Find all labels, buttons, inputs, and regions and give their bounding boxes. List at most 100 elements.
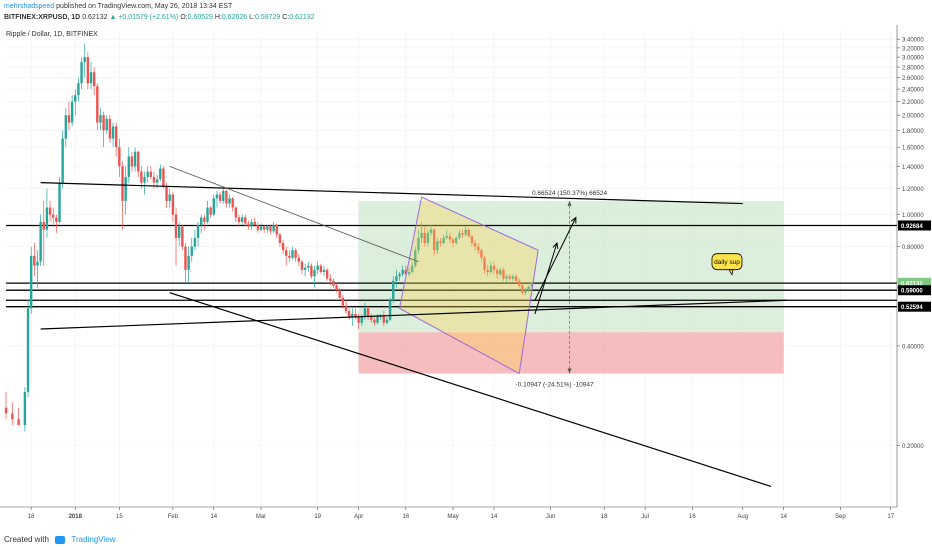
candle-body <box>26 308 30 393</box>
x-tick-label: Feb <box>168 514 179 520</box>
candle-body <box>429 229 433 233</box>
candle-body <box>184 246 187 270</box>
candle-body <box>388 300 392 320</box>
chart-area[interactable]: 0.66524 (150.37%) 66524 -0.10947 (-24.51%… <box>0 25 932 530</box>
candle-body <box>297 257 300 262</box>
candles <box>4 43 533 432</box>
candle-body <box>174 214 178 238</box>
price-marker-label: 0.59000 <box>901 289 923 295</box>
price-marker <box>898 285 931 296</box>
tradingview-link[interactable]: TradingView <box>71 535 116 544</box>
candle-body <box>55 217 58 222</box>
candle-body <box>181 226 184 247</box>
price-axis[interactable]: 3.40000 3.20000 3.00000 2.80000 2.60000 2.400… <box>896 25 931 507</box>
candle-body <box>445 236 448 238</box>
candle-body <box>325 269 329 279</box>
candle-body <box>291 250 294 258</box>
price-marker-label: 0.92684 <box>901 224 923 230</box>
candle-body <box>11 413 14 420</box>
candle-body <box>492 265 496 270</box>
candle-body <box>187 255 190 270</box>
x-tick-label: 2018 <box>69 514 83 520</box>
y-tick-label: 2.20000 <box>902 100 924 106</box>
candle-body <box>398 274 401 277</box>
candle-body <box>319 265 323 272</box>
callout-pointer <box>728 269 734 276</box>
x-tick-label: 17 <box>887 514 894 520</box>
candle-body <box>366 308 370 317</box>
price-marker-label: 0.62132 <box>901 281 923 287</box>
candle-body <box>357 316 360 323</box>
candle-body <box>42 221 45 230</box>
candle-body <box>262 226 266 230</box>
x-tick-label: Mar <box>256 514 266 520</box>
y-tick-label: 1.20000 <box>902 187 924 193</box>
candle-body <box>193 237 197 247</box>
candle-body <box>177 226 181 238</box>
stop-label: -0.10947 (-24.51%) -10947 <box>516 381 594 388</box>
candle-body <box>464 229 467 235</box>
candle-body <box>436 241 439 251</box>
time-axis[interactable]: 18 2018 15 Feb 14 Mar 19 Apr 16 May 14 Jun 18 Jul 16 Au… <box>0 506 897 520</box>
candle-body <box>530 282 533 287</box>
measure-arrow-down <box>567 368 572 374</box>
candle-body <box>332 280 335 286</box>
candle-body <box>80 61 83 84</box>
open-label: O: <box>180 14 188 21</box>
y-tick-label: 3.40000 <box>902 38 924 44</box>
x-tick-label: 19 <box>314 514 321 520</box>
high-value: 0.62626 <box>221 14 248 21</box>
candle-body <box>338 290 341 298</box>
candle-body <box>70 101 74 123</box>
candle-body <box>373 319 376 323</box>
publish-info: mehrshadspeed published on TradingView.c… <box>4 1 232 12</box>
candle-body <box>341 297 345 306</box>
candle-body <box>508 276 511 279</box>
x-tick-label: 18 <box>28 514 35 520</box>
x-tick-label: 18 <box>601 514 608 520</box>
candle-body <box>370 316 373 320</box>
callout-text: daily sup <box>714 259 740 266</box>
candle-body <box>118 147 121 167</box>
y-tick-label: 3.20000 <box>902 46 924 52</box>
candle-body <box>432 229 436 251</box>
candle-body <box>228 198 231 204</box>
candle-body <box>149 171 153 177</box>
candle-body <box>278 234 282 244</box>
candle-body <box>33 255 36 266</box>
candle-body <box>294 250 297 258</box>
trend-line <box>169 292 772 488</box>
y-tick-label: 0.80000 <box>902 245 924 251</box>
candle-body <box>247 223 250 227</box>
candle-body <box>401 269 404 275</box>
y-tick-label: 2.80000 <box>902 66 924 72</box>
candle-body <box>288 255 291 258</box>
y-tick-label: 0.40000 <box>902 344 924 350</box>
candle-body <box>410 265 414 272</box>
x-tick-label: Aug <box>737 514 748 520</box>
candle-body <box>155 179 159 183</box>
price-marker-label: 0.52594 <box>901 305 923 311</box>
symbol-label: BITFINEX:XRPUSD, 1D <box>4 14 81 21</box>
y-tick-label: 0.20000 <box>902 444 924 450</box>
candle-body <box>483 257 486 270</box>
candle-body <box>442 237 445 244</box>
candle-body <box>45 207 49 230</box>
author-link[interactable]: mehrshadspeed <box>4 3 55 10</box>
chart-title: Ripple / Dollar, 1D, BITFINEX <box>6 31 98 38</box>
candle-body <box>74 95 77 102</box>
candle-body <box>414 250 417 266</box>
x-tick-label: 14 <box>491 514 498 520</box>
candle-body <box>451 239 455 244</box>
candle-body <box>253 221 256 225</box>
candle-body <box>196 224 200 238</box>
candle-body <box>477 246 480 251</box>
price-chart[interactable]: 0.66524 (150.37%) 66524 -0.10947 (-24.51%… <box>0 25 932 530</box>
candle-body <box>385 319 389 323</box>
target-label: 0.66524 (150.37%) 66524 <box>532 190 608 197</box>
candle-body <box>256 224 260 230</box>
forecast-arrow <box>534 217 577 301</box>
x-tick-label: 16 <box>689 514 696 520</box>
candle-body <box>269 226 272 232</box>
candle-body <box>461 232 464 235</box>
